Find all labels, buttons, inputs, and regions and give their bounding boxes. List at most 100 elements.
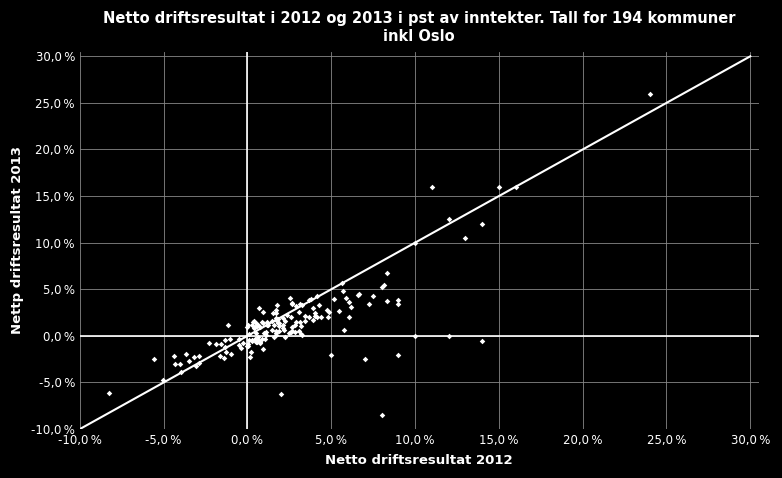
Point: [251, 338, 264, 346]
Point: [392, 300, 404, 308]
Point: [285, 300, 298, 308]
Point: [293, 327, 306, 335]
Point: [328, 295, 340, 303]
Point: [267, 333, 280, 340]
Point: [258, 330, 271, 337]
Point: [148, 356, 160, 363]
Point: [188, 353, 200, 360]
Point: [271, 315, 284, 323]
Point: [321, 306, 333, 314]
Point: [294, 318, 307, 326]
Point: [285, 314, 297, 321]
Point: [271, 316, 283, 324]
Point: [242, 337, 255, 344]
Point: [295, 323, 307, 330]
Point: [210, 340, 222, 348]
Point: [219, 337, 231, 344]
Point: [367, 292, 379, 300]
Point: [248, 317, 260, 325]
Point: [257, 345, 270, 353]
Point: [168, 352, 181, 359]
Point: [261, 321, 274, 329]
Point: [249, 329, 262, 337]
Point: [245, 348, 257, 356]
Point: [168, 360, 181, 368]
Point: [242, 322, 254, 329]
Point: [303, 296, 315, 304]
Point: [279, 317, 292, 325]
Point: [296, 331, 308, 339]
Point: [293, 308, 306, 316]
Point: [250, 322, 263, 330]
Point: [174, 368, 187, 376]
Point: [247, 318, 260, 326]
Point: [243, 330, 256, 338]
Point: [475, 337, 488, 344]
Point: [271, 319, 284, 327]
Point: [443, 216, 455, 223]
Point: [222, 321, 235, 328]
Point: [310, 292, 323, 300]
Point: [309, 312, 321, 320]
Point: [260, 331, 272, 338]
Point: [246, 337, 258, 345]
Point: [345, 304, 357, 311]
Point: [193, 359, 206, 367]
Point: [274, 390, 287, 398]
Point: [295, 330, 307, 338]
Point: [310, 313, 323, 320]
Point: [256, 335, 268, 342]
Point: [307, 316, 320, 324]
Point: [252, 336, 264, 344]
X-axis label: Netto driftsresultat 2012: Netto driftsresultat 2012: [325, 454, 513, 467]
Point: [270, 329, 282, 337]
Point: [174, 360, 187, 368]
Point: [285, 328, 297, 336]
Point: [303, 313, 315, 321]
Point: [307, 304, 319, 312]
Point: [339, 294, 352, 302]
Point: [193, 352, 206, 360]
Point: [157, 376, 170, 384]
Point: [272, 322, 285, 329]
Point: [237, 339, 249, 347]
Point: [242, 342, 255, 349]
Point: [509, 183, 522, 191]
Point: [276, 314, 289, 321]
Point: [459, 234, 472, 242]
Point: [409, 332, 421, 340]
Point: [314, 314, 327, 321]
Point: [270, 307, 282, 315]
Point: [289, 328, 301, 336]
Point: [276, 325, 289, 332]
Point: [353, 290, 365, 298]
Point: [265, 317, 278, 325]
Point: [261, 318, 274, 326]
Point: [409, 239, 421, 247]
Point: [252, 333, 264, 341]
Point: [281, 311, 293, 319]
Point: [493, 183, 505, 191]
Point: [248, 324, 260, 332]
Point: [277, 321, 289, 329]
Point: [270, 327, 282, 335]
Point: [363, 300, 375, 308]
Point: [644, 90, 656, 98]
Point: [249, 323, 261, 331]
Point: [232, 335, 245, 343]
Point: [257, 308, 270, 316]
Point: [242, 340, 255, 348]
Point: [243, 353, 256, 361]
Point: [240, 323, 253, 330]
Point: [299, 317, 311, 325]
Point: [305, 295, 317, 303]
Point: [299, 312, 311, 319]
Point: [269, 331, 282, 339]
Point: [273, 327, 285, 335]
Point: [392, 296, 404, 304]
Point: [258, 336, 271, 343]
Point: [249, 338, 262, 346]
Point: [224, 350, 237, 358]
Point: [335, 279, 348, 286]
Point: [343, 298, 355, 305]
